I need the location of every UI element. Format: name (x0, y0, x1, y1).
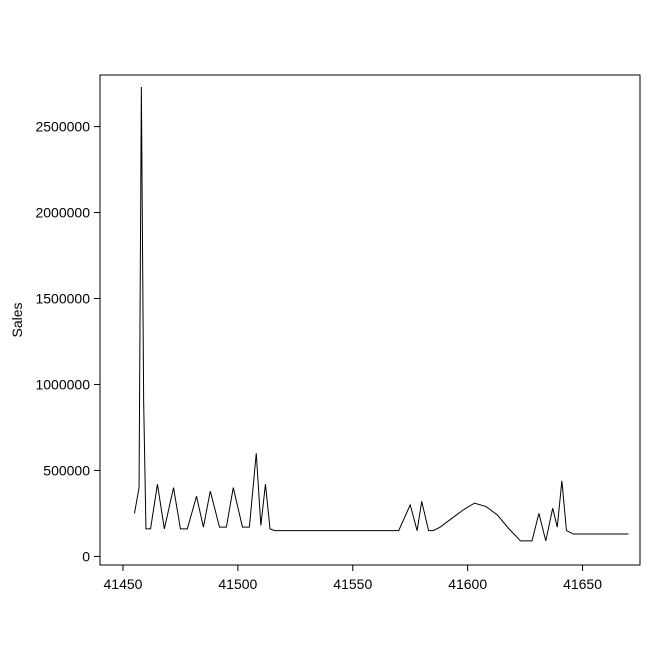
plot-border (100, 75, 640, 565)
y-tick-label: 2000000 (35, 205, 90, 221)
x-tick-label: 41450 (104, 576, 143, 592)
x-tick-label: 41650 (563, 576, 602, 592)
sales-series-line (134, 87, 628, 541)
y-tick-label: 0 (82, 548, 90, 564)
chart-svg: 41450 41500 41550 41600 41650 0 500000 1000000 1… (0, 0, 666, 665)
y-tick-label: 1000000 (35, 376, 90, 392)
x-tick-label: 41550 (333, 576, 372, 592)
y-tick-label: 1500000 (35, 291, 90, 307)
y-axis-label: Sales (9, 302, 25, 337)
x-tick-label: 41600 (448, 576, 487, 592)
y-tick-label: 2500000 (35, 119, 90, 135)
x-tick-label: 41500 (218, 576, 257, 592)
sales-line-chart: 41450 41500 41550 41600 41650 0 500000 1000000 1… (0, 0, 666, 665)
y-tick-label: 500000 (43, 462, 90, 478)
